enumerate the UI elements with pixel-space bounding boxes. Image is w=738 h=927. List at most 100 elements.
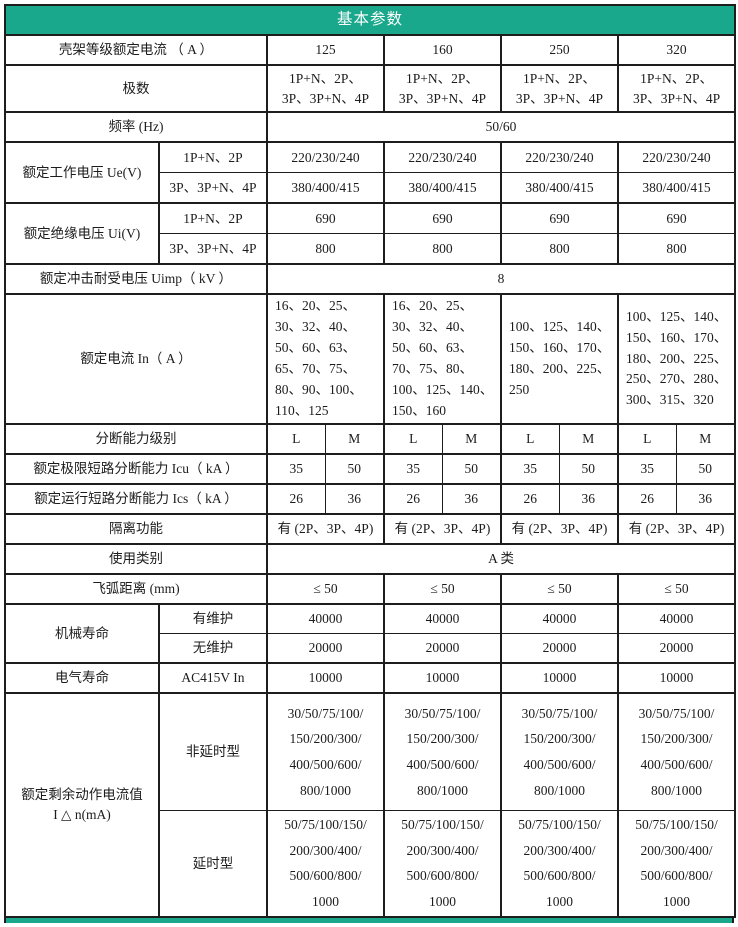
- value-cell: M: [441, 423, 502, 455]
- breaking-class-label: 分断能力级别: [4, 423, 268, 455]
- value-cell: 16、20、25、 30、32、40、 50、60、63、 65、70、75、 …: [266, 293, 385, 425]
- value-cell: 40000: [383, 603, 502, 634]
- value-cell: 有 (2P、3P、4P): [383, 513, 502, 545]
- basic-parameters-table: 基本参数 壳架等级额定电流 （ A ） 125 160 250 320 极数 1…: [3, 4, 737, 918]
- value-cell: 20000: [383, 633, 502, 664]
- value-cell: 50/75/100/150/ 200/300/400/ 500/600/800/…: [616, 809, 737, 918]
- value-cell: L: [266, 423, 326, 455]
- value-cell: ≤ 50: [500, 573, 619, 605]
- value-cell: 320: [616, 34, 737, 66]
- row-ics: 额定运行短路分断能力 Ics（ kA ） 26 36 26 36 26 36 2…: [4, 483, 737, 515]
- residual-current-sub-label: 非延时型: [158, 692, 268, 811]
- row-mechanical-life-1: 机械寿命 有维护 40000 40000 40000 40000: [4, 603, 737, 664]
- value-cell: 10000: [616, 662, 737, 694]
- value-cell: 36: [675, 483, 737, 515]
- value-cell: 50/75/100/150/ 200/300/400/ 500/600/800/…: [383, 809, 502, 918]
- value-cell: L: [617, 423, 677, 455]
- isolation-label: 隔离功能: [4, 513, 268, 545]
- value-cell: 35: [383, 453, 443, 485]
- row-frame-current: 壳架等级额定电流 （ A ） 125 160 250 320: [4, 34, 737, 66]
- value-cell: 36: [558, 483, 619, 515]
- value-cell: 380/400/415: [266, 172, 385, 204]
- row-icu: 额定极限短路分断能力 Icu（ kA ） 35 50 35 50 35 50 3…: [4, 453, 737, 485]
- value-cell: 50/75/100/150/ 200/300/400/ 500/600/800/…: [500, 809, 619, 918]
- value-cell: 160: [383, 34, 502, 66]
- value-cell: L: [500, 423, 560, 455]
- value-cell: 50: [558, 453, 619, 485]
- row-mechanical-life-2: 无维护 20000 20000 20000 20000: [5, 633, 737, 664]
- frequency-label: 频率 (Hz): [4, 111, 268, 143]
- value-cell: 36: [441, 483, 502, 515]
- table-title-row: 基本参数: [3, 4, 737, 36]
- bottom-accent-bar: [4, 917, 734, 923]
- frequency-value: 50/60: [265, 111, 737, 143]
- table-title: 基本参数: [3, 4, 737, 36]
- value-cell: 26: [617, 483, 677, 515]
- value-cell: 50: [324, 453, 385, 485]
- mechanical-life-sub-label: 有维护: [158, 603, 268, 634]
- value-cell: 50: [675, 453, 737, 485]
- value-cell: 100、125、140、 150、160、170、 180、200、225、 2…: [616, 293, 737, 425]
- value-cell: 20000: [500, 633, 619, 664]
- value-cell: 690: [616, 202, 737, 234]
- row-working-voltage-2: 3P、3P+N、4P 380/400/415 380/400/415 380/4…: [5, 172, 737, 204]
- row-working-voltage-1: 额定工作电压 Ue(V) 1P+N、2P 220/230/240 220/230…: [4, 141, 737, 204]
- value-cell: 26: [500, 483, 560, 515]
- value-cell: 40000: [266, 603, 385, 634]
- value-cell: L: [383, 423, 443, 455]
- value-cell: 800: [500, 233, 619, 265]
- value-cell: 1P+N、2P、 3P、3P+N、4P: [616, 64, 737, 113]
- value-cell: 有 (2P、3P、4P): [266, 513, 385, 545]
- value-cell: 220/230/240: [500, 141, 619, 173]
- frame-current-label: 壳架等级额定电流 （ A ）: [4, 34, 268, 66]
- residual-current-label: 额定剩余动作电流值 I △ n(mA): [4, 692, 160, 918]
- row-poles: 极数 1P+N、2P、 3P、3P+N、4P 1P+N、2P、 3P、3P+N、…: [4, 64, 737, 113]
- value-cell: 800: [383, 233, 502, 265]
- impulse-voltage-value: 8: [265, 263, 737, 295]
- row-rated-current: 额定电流 In（ A ） 16、20、25、 30、32、40、 50、60、6…: [4, 293, 737, 425]
- value-cell: 40000: [500, 603, 619, 634]
- value-cell: 10000: [500, 662, 619, 694]
- value-cell: 30/50/75/100/ 150/200/300/ 400/500/600/ …: [266, 692, 385, 811]
- value-cell: 250: [500, 34, 619, 66]
- value-cell: 1P+N、2P、 3P、3P+N、4P: [500, 64, 619, 113]
- value-cell: ≤ 50: [266, 573, 385, 605]
- value-cell: ≤ 50: [616, 573, 737, 605]
- value-cell: 16、20、25、 30、32、40、 50、60、63、 70、75、80、 …: [383, 293, 502, 425]
- value-cell: 690: [383, 202, 502, 234]
- value-cell: 有 (2P、3P、4P): [616, 513, 737, 545]
- value-cell: 26: [383, 483, 443, 515]
- working-voltage-sub-label: 1P+N、2P: [158, 141, 268, 173]
- usage-category-value: A 类: [265, 543, 737, 575]
- rated-current-label: 额定电流 In（ A ）: [4, 293, 268, 425]
- value-cell: 10000: [383, 662, 502, 694]
- electrical-life-sub-label: AC415V In: [158, 662, 268, 694]
- value-cell: 40000: [616, 603, 737, 634]
- usage-category-label: 使用类别: [4, 543, 268, 575]
- row-arc-distance: 飞弧距离 (mm) ≤ 50 ≤ 50 ≤ 50 ≤ 50: [4, 573, 737, 605]
- row-usage-category: 使用类别 A 类: [4, 543, 737, 575]
- value-cell: 20000: [266, 633, 385, 664]
- value-cell: 100、125、140、 150、160、170、 180、200、225、 2…: [500, 293, 619, 425]
- residual-current-sub-label: 延时型: [158, 809, 268, 918]
- value-cell: 30/50/75/100/ 150/200/300/ 400/500/600/ …: [616, 692, 737, 811]
- row-electrical-life: 电气寿命 AC415V In 10000 10000 10000 10000: [4, 662, 737, 694]
- value-cell: ≤ 50: [383, 573, 502, 605]
- icu-label: 额定极限短路分断能力 Icu（ kA ）: [4, 453, 268, 485]
- value-cell: 35: [500, 453, 560, 485]
- row-isolation: 隔离功能 有 (2P、3P、4P) 有 (2P、3P、4P) 有 (2P、3P、…: [4, 513, 737, 545]
- row-frequency: 频率 (Hz) 50/60: [4, 111, 737, 143]
- value-cell: 有 (2P、3P、4P): [500, 513, 619, 545]
- value-cell: 20000: [616, 633, 737, 664]
- mechanical-life-label: 机械寿命: [4, 603, 160, 664]
- value-cell: 10000: [266, 662, 385, 694]
- value-cell: 380/400/415: [383, 172, 502, 204]
- value-cell: 800: [266, 233, 385, 265]
- value-cell: 220/230/240: [616, 141, 737, 173]
- value-cell: 690: [266, 202, 385, 234]
- arc-distance-label: 飞弧距离 (mm): [4, 573, 268, 605]
- row-insulation-voltage-2: 3P、3P+N、4P 800 800 800 800: [5, 233, 737, 265]
- working-voltage-sub-label: 3P、3P+N、4P: [158, 172, 268, 204]
- row-insulation-voltage-1: 额定绝缘电压 Ui(V) 1P+N、2P 690 690 690 690: [4, 202, 737, 265]
